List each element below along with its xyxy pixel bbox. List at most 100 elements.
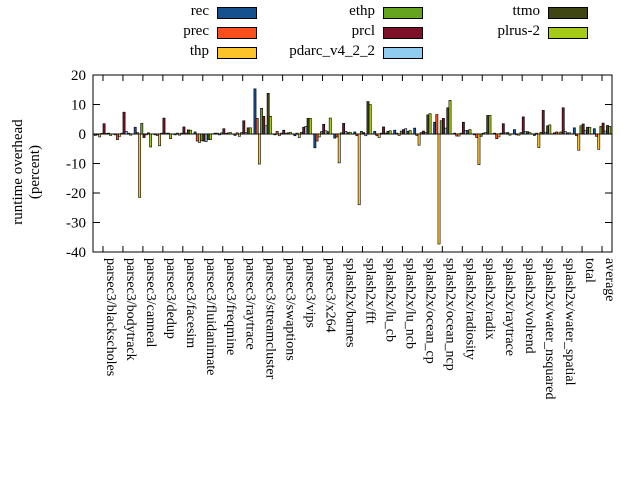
- x-category-label: parsec3/freqmine: [223, 258, 238, 355]
- bar: [528, 132, 532, 135]
- bar: [306, 118, 310, 135]
- bar: [275, 131, 279, 135]
- bar: [368, 104, 372, 135]
- bar: [235, 132, 239, 135]
- bar: [415, 133, 419, 136]
- bar: [599, 126, 603, 135]
- bar: [333, 133, 337, 139]
- bar: [166, 132, 170, 135]
- bar: [572, 127, 576, 135]
- bar: [552, 132, 556, 135]
- bar: [295, 132, 299, 135]
- bar: [435, 114, 439, 135]
- bar: [222, 128, 226, 135]
- bar: [195, 133, 199, 142]
- bar: [158, 133, 161, 147]
- bar: [466, 130, 470, 135]
- bar: [457, 133, 461, 137]
- legend-swatch: [217, 47, 257, 59]
- bar: [419, 132, 423, 135]
- bar: [359, 131, 363, 135]
- bar: [442, 118, 445, 135]
- bar: [175, 132, 179, 135]
- bar: [513, 129, 516, 135]
- y-tick-label: 0: [79, 127, 87, 143]
- bar: [313, 133, 317, 149]
- bar: [136, 132, 139, 135]
- bar: [209, 133, 212, 140]
- bar: [282, 129, 286, 135]
- bar: [399, 130, 403, 135]
- bar: [160, 132, 164, 135]
- x-category-label: splash2x/lu_ncb: [402, 258, 417, 349]
- bar: [433, 121, 437, 135]
- legend-label: pdarc_v4_2_2: [289, 43, 375, 59]
- bar: [592, 128, 596, 135]
- bar: [255, 118, 259, 135]
- bar: [581, 123, 585, 135]
- bar: [384, 132, 388, 135]
- bar: [153, 133, 157, 136]
- legend-label: thp: [189, 43, 209, 59]
- legend: rec prec thp ethp prcl pdarc_v4_2_2 ttmo plrus-…: [0, 0, 640, 66]
- bar: [244, 132, 248, 135]
- x-category-label: parsec3/canneal: [143, 258, 158, 347]
- x-category-label: average: [602, 258, 617, 302]
- x-category-label: splash2x/volrend: [522, 258, 537, 354]
- bar: [501, 123, 505, 135]
- bar: [215, 132, 219, 135]
- x-category-label: splash2x/barnes: [343, 258, 358, 347]
- bar: [240, 132, 244, 135]
- bar: [346, 132, 350, 135]
- legend-item: pdarc_v4_2_2: [173, 43, 423, 61]
- bar: [198, 133, 201, 143]
- bar: [104, 133, 108, 135]
- bar: [373, 131, 377, 135]
- bar: [118, 133, 122, 137]
- bar: [233, 133, 237, 136]
- legend-label: rec: [190, 3, 209, 19]
- x-category-label: parsec3/x264: [323, 258, 338, 333]
- bar: [388, 130, 392, 135]
- bar: [257, 133, 261, 165]
- bar: [357, 133, 361, 206]
- x-category-label: parsec3/fluidanimate: [203, 258, 218, 375]
- x-category-label: splash2x/ocean_cp: [422, 258, 437, 364]
- bar: [297, 133, 301, 138]
- bar: [601, 122, 605, 135]
- x-category-label: parsec3/facesim: [183, 258, 198, 348]
- x-category-label: splash2x/radix: [482, 258, 497, 340]
- bar: [315, 133, 319, 142]
- bar: [495, 133, 499, 140]
- bar: [481, 132, 485, 135]
- bar: [395, 132, 399, 135]
- bar: [304, 126, 308, 135]
- bar: [566, 132, 570, 135]
- bar: [288, 131, 292, 135]
- bar: [173, 133, 177, 136]
- legend-swatch: [548, 27, 588, 39]
- bar: [182, 126, 186, 135]
- y-axis-title-line2: (percent): [27, 144, 43, 200]
- bar: [606, 125, 609, 135]
- bar: [107, 132, 110, 135]
- x-category-label: parsec3/bodytrack: [123, 258, 138, 361]
- bar: [302, 126, 306, 135]
- bar: [277, 133, 281, 137]
- bar: [253, 88, 257, 135]
- bar: [579, 125, 583, 135]
- bar: [116, 133, 119, 140]
- bar: [517, 133, 521, 136]
- bar: [335, 133, 339, 138]
- bar: [238, 133, 241, 137]
- bar: [524, 131, 527, 135]
- bar: [366, 101, 370, 135]
- y-axis-title-line1: runtime overhead: [10, 119, 26, 225]
- bar: [273, 133, 277, 136]
- x-category-label: splash2x/water_nsquared: [542, 258, 557, 400]
- legend-item: prcl: [173, 24, 423, 41]
- bar: [568, 132, 572, 135]
- bar: [266, 92, 270, 135]
- y-tick-label: -40: [66, 245, 86, 261]
- bar: [144, 133, 148, 136]
